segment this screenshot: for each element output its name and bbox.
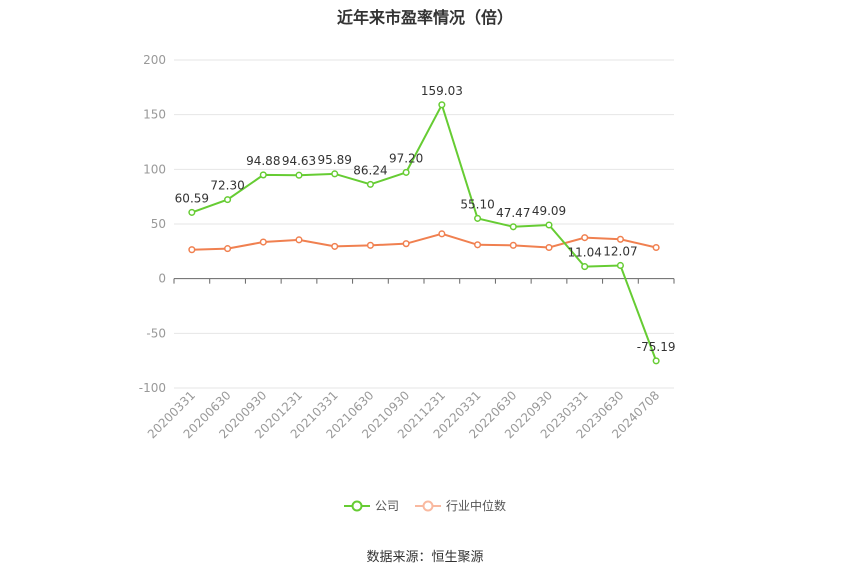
- data-label-company: 94.88: [246, 154, 280, 168]
- data-label-company: 72.30: [210, 179, 244, 193]
- y-tick-label: -50: [146, 326, 166, 340]
- data-label-company: 12.07: [603, 244, 637, 258]
- y-tick-label: 200: [143, 53, 166, 67]
- legend: 公司 行业中位数: [0, 497, 850, 514]
- data-point-industry-median: [366, 241, 374, 249]
- data-point-industry-median: [224, 245, 232, 253]
- data-label-company: 11.04: [568, 246, 602, 260]
- data-label-company: -75.19: [637, 340, 676, 354]
- series-line-company: [191, 102, 658, 362]
- series-line-industry-median: [191, 232, 657, 251]
- y-tick-label: 100: [143, 162, 166, 176]
- data-label-company: 55.10: [460, 197, 494, 211]
- data-point-company: [366, 180, 374, 188]
- data-label-company: 95.89: [318, 153, 352, 167]
- data-point-industry-median: [259, 238, 267, 246]
- data-point-company: [224, 196, 232, 204]
- data-point-company: [402, 168, 410, 176]
- data-point-company: [259, 171, 267, 179]
- data-point-industry-median: [581, 234, 589, 242]
- data-point-industry-median: [474, 241, 482, 249]
- data-point-industry-median: [509, 241, 517, 249]
- data-point-company: [295, 171, 303, 179]
- chart-title: 近年来市盈率情况（倍）: [336, 8, 513, 27]
- data-point-company: [509, 223, 517, 231]
- line-chart: 200150100500-50-100202003312020063020200…: [139, 53, 676, 441]
- legend-label-company: 公司: [374, 499, 399, 513]
- y-tick-label: 150: [143, 108, 166, 122]
- y-tick-label: 0: [158, 272, 166, 286]
- data-point-industry-median: [616, 235, 624, 243]
- y-tick-label: 50: [151, 217, 166, 231]
- data-point-industry-median: [652, 243, 660, 252]
- data-point-company: [331, 170, 339, 178]
- data-point-company: [652, 357, 660, 365]
- data-point-industry-median: [188, 246, 196, 254]
- data-label-company: 159.03: [421, 84, 463, 98]
- data-point-industry-median: [402, 240, 410, 248]
- data-point-industry-median: [438, 230, 446, 238]
- data-label-company: 97.20: [389, 151, 423, 165]
- legend-item-company[interactable]: 公司: [343, 497, 399, 514]
- legend-label-industry-median: 行业中位数: [446, 499, 507, 513]
- data-label-company: 49.09: [532, 204, 566, 218]
- y-tick-label: -100: [139, 381, 166, 395]
- data-point-industry-median: [545, 243, 553, 252]
- legend-marker-company: [343, 500, 370, 511]
- data-source-note: 数据来源：恒生聚源: [366, 550, 484, 565]
- data-label-company: 86.24: [353, 163, 387, 177]
- data-point-company: [188, 208, 196, 216]
- data-point-company: [545, 221, 553, 229]
- legend-marker-industry-median: [415, 500, 441, 511]
- legend-item-industry-median[interactable]: 行业中位数: [415, 497, 506, 514]
- data-label-company: 60.59: [175, 191, 209, 205]
- data-point-industry-median: [295, 236, 303, 244]
- data-point-company: [474, 214, 482, 222]
- data-label-company: 94.63: [282, 154, 316, 168]
- data-point-company: [616, 261, 624, 270]
- data-point-company: [438, 101, 446, 109]
- data-label-company: 47.47: [496, 206, 530, 220]
- data-point-industry-median: [331, 242, 339, 250]
- data-point-company: [581, 263, 589, 271]
